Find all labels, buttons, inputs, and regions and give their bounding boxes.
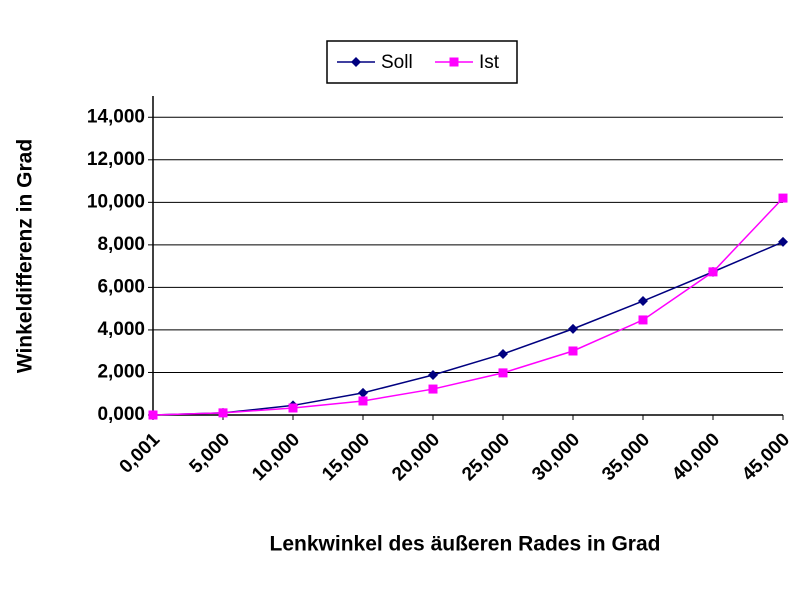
data-point <box>778 236 788 247</box>
y-tick-label: 10,000 <box>87 191 145 212</box>
x-tick-label: 40,000 <box>668 429 724 485</box>
legend-label: Soll <box>381 52 413 73</box>
legend: Soll Ist <box>326 40 518 84</box>
data-point <box>288 403 298 413</box>
legend-marker <box>351 57 361 67</box>
data-point <box>358 396 368 406</box>
data-point <box>428 384 438 394</box>
series-line <box>152 197 784 416</box>
x-tick-label: 15,000 <box>318 429 374 485</box>
x-axis-title: Lenkwinkel des äußeren Rades in Grad <box>270 533 661 556</box>
data-point <box>498 348 508 359</box>
data-point <box>778 193 788 203</box>
y-tick-label: 2,000 <box>97 361 145 382</box>
legend-label: Ist <box>479 52 500 73</box>
data-point <box>428 370 438 381</box>
y-axis-title: Winkeldifferenz in Grad <box>14 139 37 373</box>
x-tick-label: 35,000 <box>598 429 654 485</box>
data-point <box>568 346 578 356</box>
y-tick-label: 6,000 <box>97 276 145 297</box>
data-point <box>638 296 648 307</box>
legend-marker <box>449 57 459 67</box>
y-tick-label: 8,000 <box>97 234 145 255</box>
data-point <box>498 368 508 378</box>
x-tick-label: 5,000 <box>186 429 234 477</box>
data-point <box>218 408 228 418</box>
data-point <box>148 410 158 420</box>
data-point <box>568 323 578 334</box>
x-tick-label: 0,001 <box>116 429 165 478</box>
y-tick-label: 12,000 <box>87 149 145 170</box>
data-point <box>638 315 648 325</box>
series-line <box>152 241 784 416</box>
y-tick-label: 14,000 <box>87 106 145 127</box>
y-tick-label: 4,000 <box>97 319 145 340</box>
data-point <box>708 267 718 277</box>
data-point <box>358 387 368 398</box>
y-tick-label: 0,000 <box>97 404 145 425</box>
x-tick-label: 25,000 <box>458 429 514 485</box>
x-tick-label: 10,000 <box>248 429 304 485</box>
legend-box <box>326 40 518 84</box>
x-tick-label: 45,000 <box>738 429 794 485</box>
x-tick-label: 20,000 <box>388 429 444 485</box>
x-tick-label: 30,000 <box>528 429 584 485</box>
